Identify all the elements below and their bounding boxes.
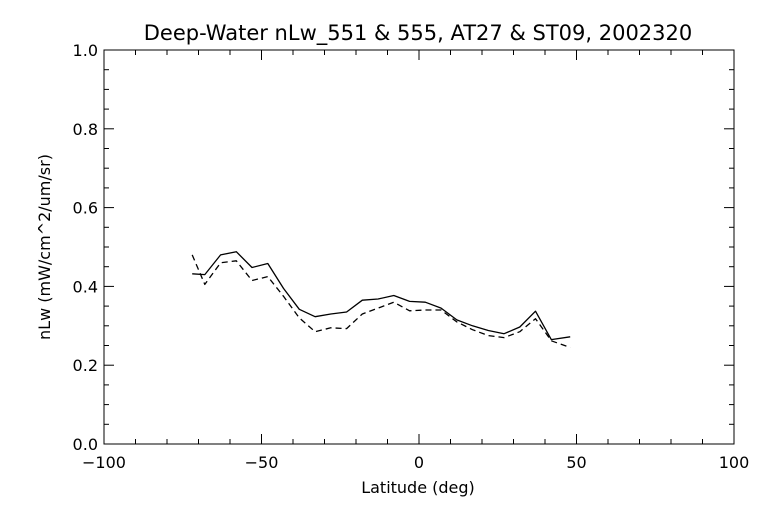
y-tick-label: 1.0: [73, 41, 98, 60]
chart-title: Deep-Water nLw_551 & 555, AT27 & ST09, 2…: [144, 21, 693, 46]
data-series: [191, 251, 571, 349]
plot-frame: [103, 49, 735, 445]
y-tick-label: 0.2: [73, 356, 98, 375]
y-tick-label: 0.0: [73, 435, 98, 454]
y-axis-label: nLw (mW/cm^2/um/sr): [35, 154, 54, 340]
axis-tick-labels: −100 −50 0 50 100 0.0 0.2 0.4 0.6 0.8 1.0: [73, 41, 750, 472]
x-tick-label: −100: [82, 453, 126, 472]
series-line-solid: [192, 251, 571, 341]
y-tick-label: 0.8: [73, 120, 98, 139]
x-tick-label: 0: [414, 453, 424, 472]
x-axis-label: Latitude (deg): [361, 478, 475, 497]
x-tick-label: 100: [719, 453, 750, 472]
series-line-dashed: [191, 254, 571, 349]
y-tick-label: 0.4: [73, 277, 98, 296]
y-tick-label: 0.6: [73, 199, 98, 218]
x-tick-label: −50: [245, 453, 279, 472]
x-tick-label: 50: [566, 453, 586, 472]
axis-ticks: [103, 49, 735, 445]
